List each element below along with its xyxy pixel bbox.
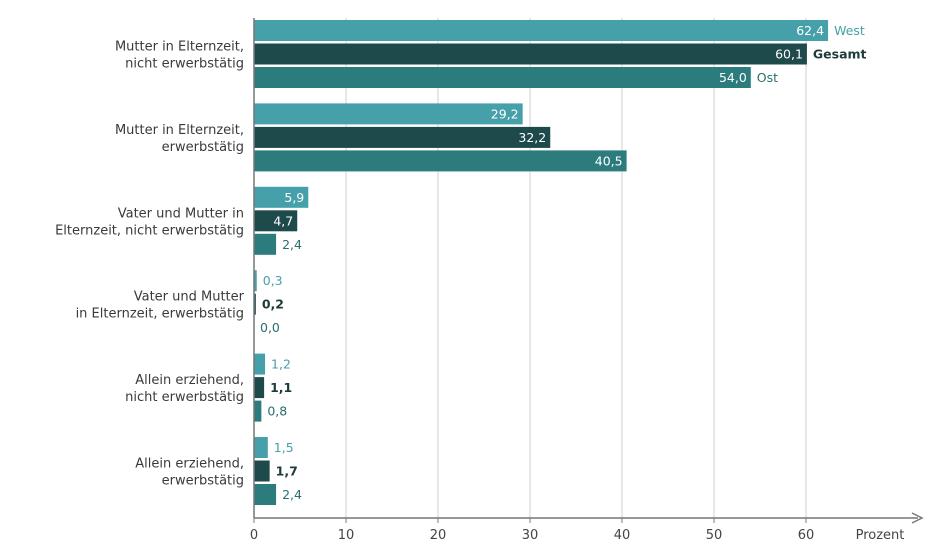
x-tick-label-30: 30 — [522, 528, 539, 543]
value-label-gesamt-0: 60,1 — [775, 47, 803, 62]
bar-ost-0 — [254, 67, 751, 88]
category-label-5-0: Allein erziehend, — [135, 457, 244, 472]
category-label-0-1: nicht erwerbstätig — [125, 57, 244, 72]
value-label-ost-0: 54,0 — [719, 70, 747, 85]
bar-west-1 — [254, 103, 523, 125]
bar-west-5 — [254, 437, 268, 458]
category-label-3-0: Vater und Mutter — [134, 290, 245, 305]
category-label-4-0: Allein erziehend, — [135, 373, 244, 388]
bar-gesamt-3 — [254, 293, 256, 315]
bar-gesamt-5 — [254, 460, 270, 482]
value-label-ost-1: 40,5 — [595, 153, 623, 168]
bar-ost-5 — [254, 484, 277, 505]
value-label-west-0: 62,4 — [796, 23, 824, 38]
category-label-2-0: Vater und Mutter in — [118, 206, 244, 221]
bar-ost-4 — [254, 400, 262, 422]
value-label-west-2: 5,9 — [284, 190, 304, 205]
gridlines — [345, 18, 807, 518]
labels: 62,4 West 60,1 Gesamt 54,0 Ost Mutter in Elter… — [55, 23, 904, 543]
bar-west-3 — [254, 270, 257, 292]
category-label-5-1: erwerbstätig — [162, 474, 244, 489]
value-label-gesamt-5: 1,7 — [276, 464, 298, 479]
bar-ost-2 — [254, 233, 277, 255]
value-label-gesamt-3: 0,2 — [262, 297, 284, 312]
bar-gesamt-2 — [254, 210, 298, 232]
bar-west-2 — [254, 186, 309, 208]
category-label-1-0: Mutter in Elternzeit, — [115, 123, 244, 138]
value-label-ost-5: 2,4 — [282, 487, 302, 502]
value-label-gesamt-4: 1,1 — [270, 380, 292, 395]
category-label-0-0: Mutter in Elternzeit, — [115, 40, 244, 55]
x-tick-label-20: 20 — [430, 528, 447, 543]
bar-west-4 — [254, 353, 266, 375]
legend-gesamt: Gesamt — [813, 47, 867, 62]
value-label-ost-2: 2,4 — [282, 237, 302, 252]
value-label-west-4: 1,2 — [271, 357, 291, 372]
category-label-1-1: erwerbstätig — [162, 140, 244, 155]
value-label-ost-3: 0,0 — [260, 320, 280, 335]
bar-gesamt-4 — [254, 377, 265, 399]
legend-west: West — [834, 23, 865, 38]
category-label-2-1: Elternzeit, nicht erwerbstätig — [55, 223, 244, 238]
axes — [253, 18, 924, 524]
value-label-gesamt-1: 32,2 — [518, 130, 546, 145]
x-axis-label: Prozent — [856, 528, 905, 543]
x-tick-label-60: 60 — [798, 528, 815, 543]
category-label-4-1: nicht erwerbstätig — [125, 390, 244, 405]
x-tick-label-50: 50 — [706, 528, 723, 543]
bar-gesamt-0 — [254, 43, 807, 65]
bars — [254, 20, 829, 505]
bar-ost-1 — [254, 150, 627, 172]
x-axis-arrow — [911, 512, 924, 524]
value-label-west-1: 29,2 — [491, 106, 519, 121]
legend-ost: Ost — [757, 70, 778, 85]
x-tick-label-10: 10 — [338, 528, 355, 543]
x-tick-label-40: 40 — [614, 528, 631, 543]
value-label-gesamt-2: 4,7 — [273, 213, 293, 228]
bar-west-0 — [254, 20, 829, 41]
value-label-ost-4: 0,8 — [267, 404, 287, 419]
category-label-3-1: in Elternzeit, erwerbstätig — [76, 307, 244, 322]
x-tick-label-0: 0 — [250, 528, 258, 543]
bar-gesamt-1 — [254, 126, 551, 148]
value-label-west-5: 1,5 — [274, 440, 294, 455]
value-label-west-3: 0,3 — [263, 273, 283, 288]
